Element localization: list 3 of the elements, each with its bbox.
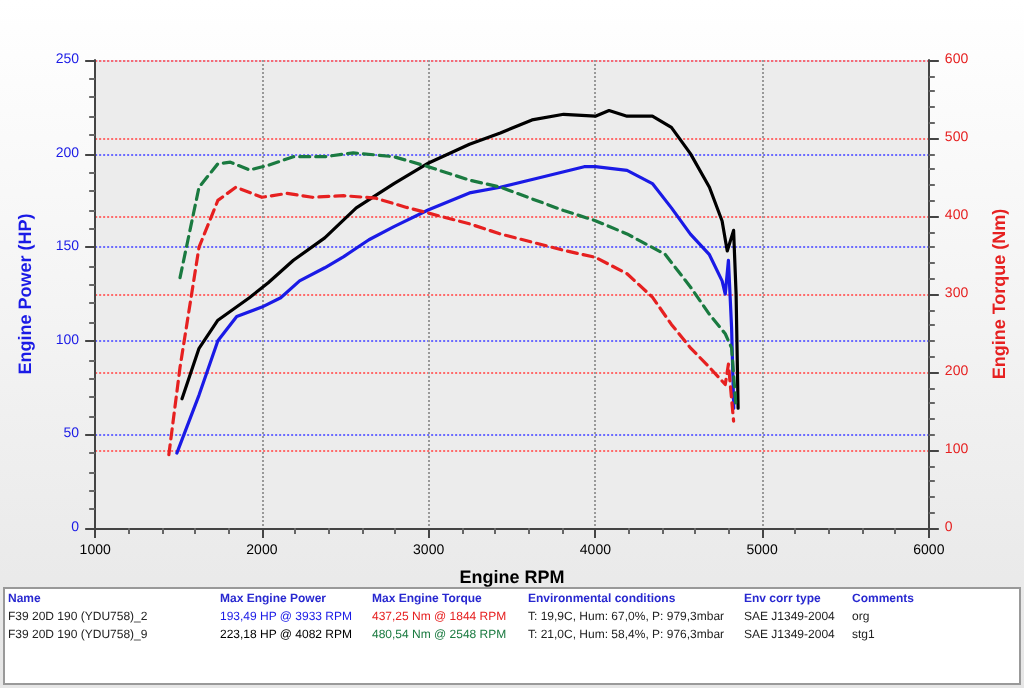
- y2-axis-title: Engine Torque (Nm): [989, 208, 1009, 380]
- y-axis-title: Engine Power (HP): [15, 213, 35, 375]
- x-axis-title: Engine RPM: [459, 566, 565, 587]
